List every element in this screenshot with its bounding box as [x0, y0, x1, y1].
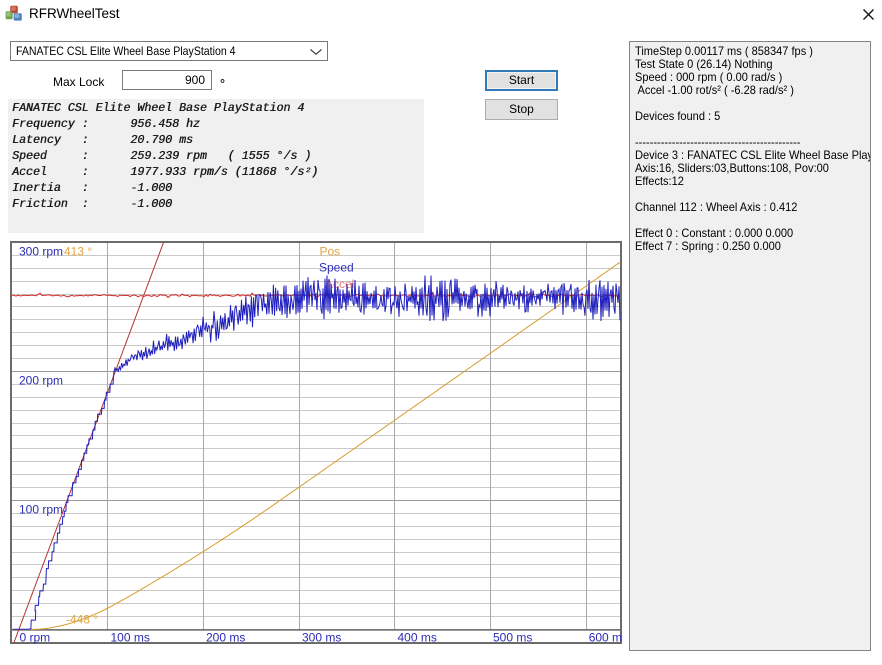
svg-text:200 rpm: 200 rpm — [19, 374, 63, 388]
svg-text:300 rpm: 300 rpm — [19, 245, 63, 259]
svg-text:500 ms: 500 ms — [493, 631, 532, 645]
svg-text:600 ms: 600 ms — [589, 631, 622, 645]
svg-text:100 rpm: 100 rpm — [19, 503, 63, 517]
svg-text:Speed: Speed — [319, 261, 354, 275]
svg-text:400 ms: 400 ms — [398, 631, 437, 645]
svg-text:300 ms: 300 ms — [302, 631, 341, 645]
svg-text:Pos: Pos — [320, 245, 341, 259]
svg-text:0 rpm: 0 rpm — [20, 631, 51, 645]
svg-text:200 ms: 200 ms — [206, 631, 245, 645]
svg-text:100 ms: 100 ms — [111, 631, 150, 645]
svg-text:413 °: 413 ° — [64, 245, 92, 259]
svg-text:-448 °: -448 ° — [66, 613, 98, 627]
